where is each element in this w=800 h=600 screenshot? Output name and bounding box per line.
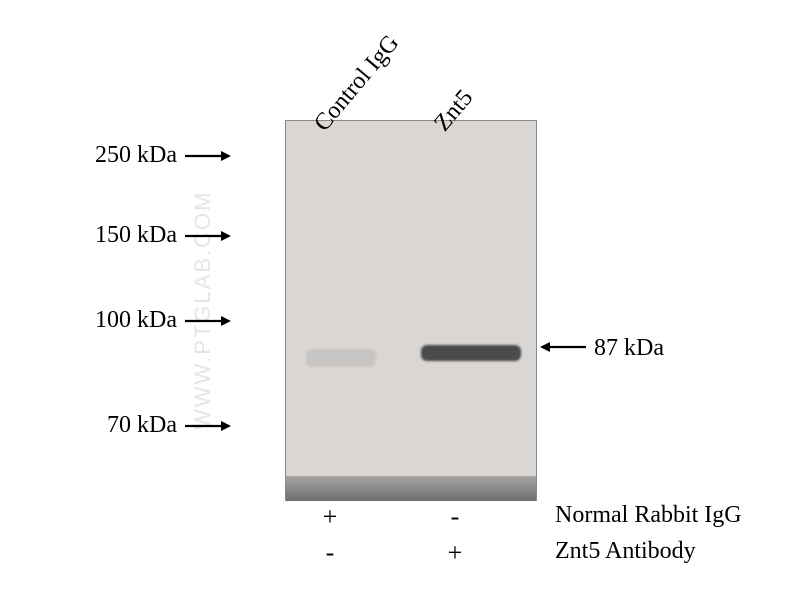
cond-r2-lane1: -: [315, 538, 345, 568]
cond-r2-lane2: +: [440, 538, 470, 568]
blot-bottom-smear: [286, 476, 536, 501]
ladder-label-text: 70 kDa: [107, 412, 177, 438]
cond-r2-label: Znt5 Antibody: [555, 538, 696, 565]
ladder-70kda: 70 kDa: [107, 412, 231, 439]
cond-r1-label: Normal Rabbit IgG: [555, 502, 742, 529]
band-lane2-87kda: [421, 345, 521, 361]
ladder-150kda: 150 kDa: [95, 222, 231, 249]
ladder-label-text: 150 kDa: [95, 222, 177, 248]
band-label-text: 87 kDa: [594, 335, 664, 361]
band-lane1-faint: [306, 349, 376, 367]
band-label-87kda: 87 kDa: [540, 335, 664, 363]
ladder-label-text: 250 kDa: [95, 142, 177, 168]
figure-container: WWW.PTGLAB.COM Control IgG Znt5 250 kDa …: [0, 0, 800, 600]
ladder-100kda: 100 kDa: [95, 307, 231, 334]
arrow-left-icon: [540, 336, 588, 363]
ladder-250kda: 250 kDa: [95, 142, 231, 169]
arrow-right-icon: [183, 312, 231, 330]
blot-membrane: [285, 120, 537, 501]
arrow-right-icon: [183, 417, 231, 435]
arrow-right-icon: [183, 227, 231, 245]
cond-r1-lane1: +: [315, 502, 345, 532]
cond-r1-lane2: -: [440, 502, 470, 532]
arrow-right-icon: [183, 147, 231, 165]
ladder-label-text: 100 kDa: [95, 307, 177, 333]
